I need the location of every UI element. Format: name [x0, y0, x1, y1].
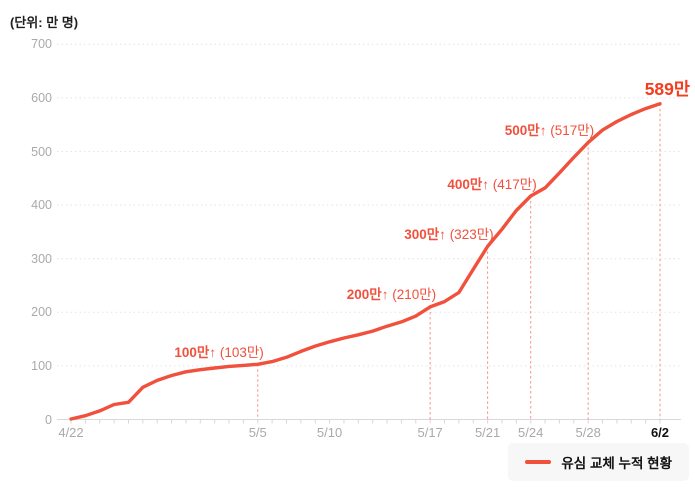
y-tick-label-300: 300 — [31, 251, 52, 266]
annotation-5-28: 500만↑ (517만) — [504, 122, 595, 138]
y-tick-label-500: 500 — [31, 144, 52, 159]
x-tick-label-5-10: 5/10 — [316, 425, 343, 440]
legend-line-swatch — [525, 460, 552, 464]
legend: 유심 교체 누적 현황 — [508, 443, 689, 481]
data-line-sim-replacement — [69, 102, 662, 421]
x-tick-label-5-5: 5/5 — [248, 425, 267, 440]
annotation-5-5: 100만↑ (103만) — [174, 344, 264, 360]
annotation-5-24: 400만↑ (417만) — [447, 176, 537, 192]
x-tick-label-4-22: 4/22 — [58, 425, 84, 440]
y-tick-label-400: 400 — [31, 198, 52, 213]
y-tick-label-0: 0 — [45, 412, 52, 427]
y-tick-label-700: 700 — [31, 37, 52, 52]
annotation-5-17: 200만↑ (210만) — [346, 287, 437, 303]
unit-label: (단위: 만 명) — [10, 15, 79, 30]
x-tick-label-5-21: 5/21 — [474, 425, 501, 440]
y-tick-label-600: 600 — [31, 90, 52, 105]
y-tick-label-100: 100 — [31, 358, 52, 373]
annotation-6-2: 589만 — [644, 79, 690, 100]
x-tick-label-5-24: 5/24 — [518, 425, 544, 440]
x-tick-label-6-2: 6/2 — [650, 425, 670, 440]
x-tick-label-5-17: 5/17 — [417, 425, 443, 440]
x-tick-label-5-28: 5/28 — [575, 425, 601, 440]
legend-label: 유심 교체 누적 현황 — [561, 456, 672, 471]
annotation-5-21: 300만↑ (323만) — [404, 226, 494, 242]
y-tick-label-200: 200 — [31, 305, 52, 320]
